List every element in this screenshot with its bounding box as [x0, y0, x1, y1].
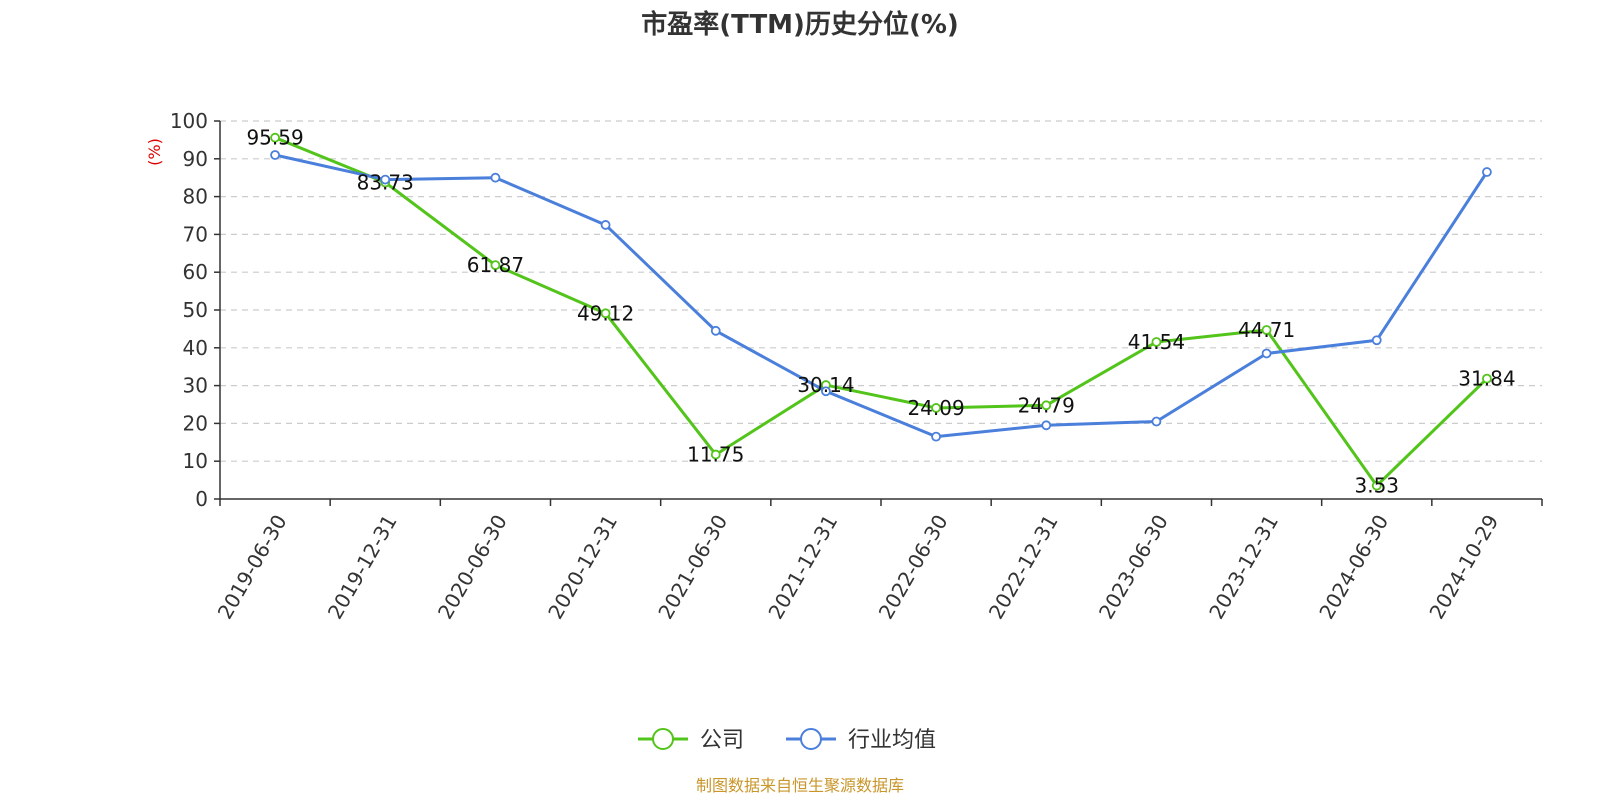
series-1	[270, 150, 1492, 442]
data-point[interactable]	[600, 220, 611, 230]
chart-title: 市盈率(TTM)历史分位(%)	[641, 10, 959, 40]
legend-marker	[800, 728, 822, 750]
data-labels: 95.59 83.73 61.87 49.12 11.75 30.14 24.09 24.79…	[246, 126, 1515, 498]
y-tick-label: 70	[183, 222, 208, 246]
x-tick-label: 2021-06-30	[653, 511, 732, 624]
y-tick-label: 20	[183, 411, 208, 435]
data-point[interactable]	[490, 172, 501, 183]
data-label: 11.75	[687, 443, 744, 467]
data-label: 83.73	[357, 171, 414, 195]
data-point[interactable]	[490, 260, 501, 271]
data-label: 3.53	[1354, 474, 1399, 498]
data-point[interactable]	[600, 308, 611, 319]
x-tick-label: 2020-06-30	[433, 510, 512, 623]
data-point[interactable]	[1261, 348, 1272, 359]
data-label: 61.87	[467, 253, 524, 277]
legend-label: 行业均值	[848, 728, 936, 753]
legend[interactable]: 公司 行业均值	[638, 728, 936, 753]
x-tick-label: 2022-06-30	[874, 510, 953, 623]
source-note: 制图数据来自恒生聚源数据库	[695, 776, 904, 795]
y-tick-label: 80	[183, 185, 208, 209]
x-tick-label: 2021-12-31	[763, 511, 842, 624]
x-tick-label: 2024-10-29	[1424, 511, 1503, 624]
data-point[interactable]	[1151, 337, 1162, 347]
data-point[interactable]	[1371, 480, 1382, 491]
y-axis-unit-label: (%)	[145, 138, 164, 166]
y-tick-label: 0	[195, 487, 208, 511]
data-label: 24.09	[907, 396, 964, 420]
data-point[interactable]	[1371, 335, 1382, 346]
data-point[interactable]	[710, 325, 721, 336]
data-label: 95.59	[246, 126, 303, 150]
data-point[interactable]	[821, 386, 831, 397]
data-point[interactable]	[270, 132, 280, 143]
y-tick-label: 60	[183, 260, 208, 284]
x-tick-label: 2019-12-31	[323, 511, 402, 624]
data-point[interactable]	[1482, 167, 1492, 177]
data-point[interactable]	[931, 431, 941, 442]
data-label: 41.54	[1128, 330, 1185, 354]
legend-marker	[652, 728, 674, 750]
legend-item-0[interactable]: 公司	[638, 728, 744, 753]
data-label: 24.79	[1018, 393, 1075, 417]
grid-lines	[220, 120, 1542, 462]
x-tick-label: 2020-12-31	[543, 511, 622, 624]
data-point[interactable]	[380, 174, 391, 185]
y-tick-label: 100	[170, 109, 208, 133]
y-tick-label: 40	[183, 336, 208, 360]
data-point[interactable]	[1151, 416, 1162, 427]
series-0	[270, 132, 1492, 491]
y-tick-label: 90	[183, 147, 208, 171]
data-point[interactable]	[1261, 325, 1272, 335]
legend-item-1[interactable]: 行业均值	[786, 728, 936, 753]
y-tick-label: 30	[183, 374, 208, 398]
y-tick-label: 50	[183, 298, 208, 322]
x-tick-label: 2023-12-31	[1204, 511, 1283, 624]
data-point[interactable]	[931, 403, 941, 413]
data-label: 31.84	[1458, 367, 1515, 391]
data-point[interactable]	[710, 449, 721, 460]
x-tick-label: 2019-06-30	[213, 511, 292, 624]
data-label: 30.14	[797, 373, 854, 397]
series	[270, 132, 1492, 491]
legend-label: 公司	[700, 728, 744, 753]
y-tick-label: 10	[183, 449, 208, 473]
x-tick-label: 2024-06-30	[1314, 511, 1393, 624]
x-tick-label: 2023-06-30	[1094, 511, 1173, 624]
series-line	[274, 136, 1488, 488]
data-point[interactable]	[1041, 400, 1052, 411]
data-point[interactable]	[1482, 373, 1492, 384]
data-label: 49.12	[577, 301, 634, 325]
data-point[interactable]	[1041, 420, 1052, 431]
data-point[interactable]	[270, 150, 280, 160]
x-tick-label: 2022-12-31	[984, 511, 1063, 624]
data-label: 44.71	[1238, 318, 1295, 342]
series-line	[274, 153, 1489, 439]
